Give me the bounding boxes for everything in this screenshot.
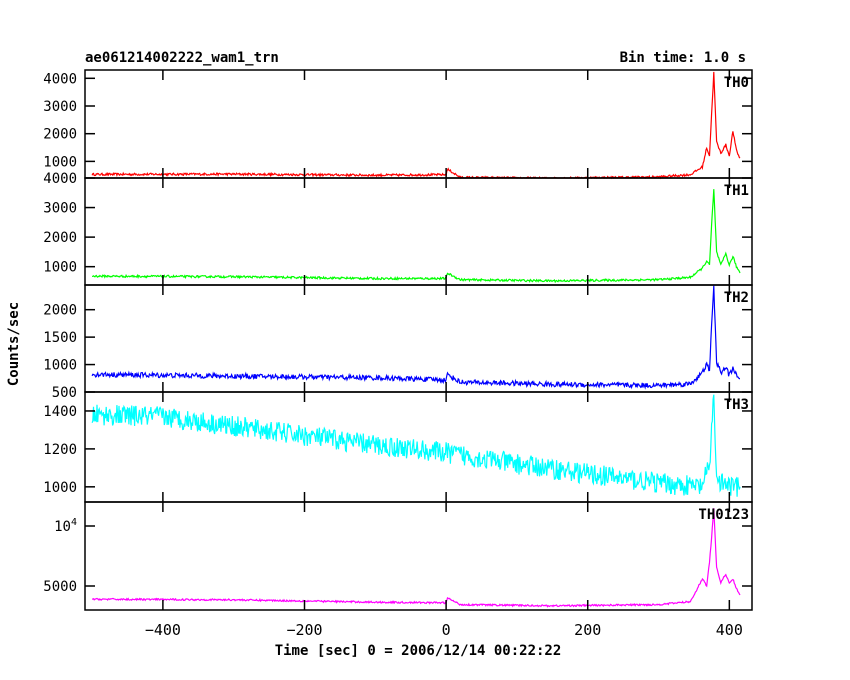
panel-frame bbox=[84, 177, 753, 286]
y-tick-label: 1000 bbox=[43, 480, 77, 496]
y-tick-label: 3000 bbox=[43, 201, 77, 217]
y-tick-label: 1500 bbox=[43, 330, 77, 346]
x-axis-label: Time [sec] 0 = 2006/12/14 00:22:22 bbox=[275, 643, 562, 659]
series-line-th1 bbox=[92, 189, 741, 284]
y-tick-label: 1000 bbox=[43, 154, 77, 170]
panel-label-th3: TH3 bbox=[724, 397, 749, 413]
panel-label-th1: TH1 bbox=[724, 183, 749, 199]
series-line-th0 bbox=[91, 71, 741, 180]
y-tick-label: 1400 bbox=[43, 404, 77, 420]
y-tick-label: 1200 bbox=[43, 442, 77, 458]
y-tick-label: 2000 bbox=[43, 230, 77, 246]
panel-label-th2: TH2 bbox=[724, 290, 749, 306]
chart-subtitle: Bin time: 1.0 s bbox=[620, 50, 746, 66]
x-tick-label: −200 bbox=[286, 621, 322, 639]
chart-title: ae061214002222_wam1_trn bbox=[85, 50, 279, 66]
y-tick-label: 5000 bbox=[43, 579, 77, 595]
panel-frame bbox=[84, 391, 753, 503]
panel-label-th0123: TH0123 bbox=[698, 507, 749, 523]
panel-frame bbox=[84, 501, 753, 611]
y-tick-label: 2000 bbox=[43, 127, 77, 143]
x-tick-label: 200 bbox=[574, 621, 601, 639]
y-tick-label: 1000 bbox=[43, 358, 77, 374]
y-tick-label: 104 bbox=[54, 517, 77, 535]
panel-frame bbox=[84, 69, 753, 179]
y-tick-label: 4000 bbox=[43, 171, 77, 187]
y-tick-label: 2000 bbox=[43, 303, 77, 319]
series-line-th2 bbox=[91, 285, 740, 390]
series-line-th0123 bbox=[92, 508, 741, 608]
y-axis-label: Counts/sec bbox=[6, 302, 22, 386]
y-tick-label: 500 bbox=[52, 385, 77, 401]
panel-label-th0: TH0 bbox=[724, 75, 749, 91]
series-line-th3 bbox=[91, 394, 741, 497]
x-tick-label: −400 bbox=[145, 621, 181, 639]
y-tick-label: 4000 bbox=[43, 71, 77, 87]
y-tick-label: 1000 bbox=[43, 260, 77, 276]
x-tick-label: 0 bbox=[442, 621, 451, 639]
y-tick-label: 3000 bbox=[43, 99, 77, 115]
x-tick-label: 400 bbox=[716, 621, 743, 639]
